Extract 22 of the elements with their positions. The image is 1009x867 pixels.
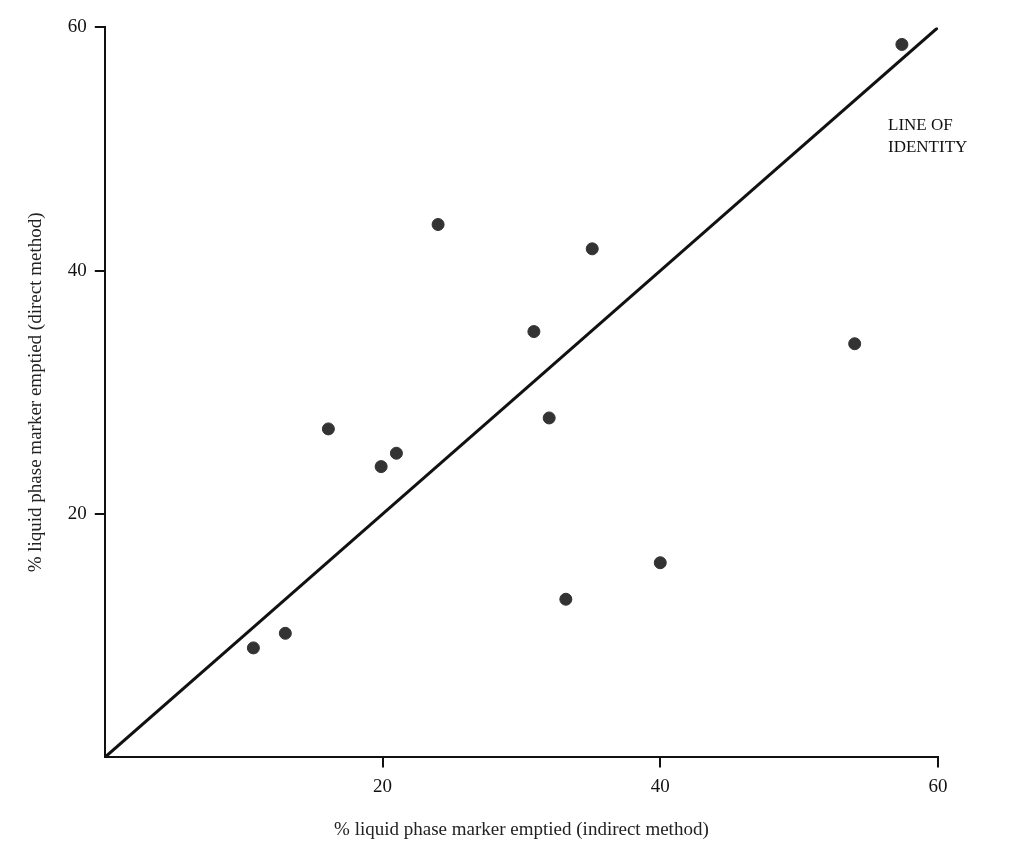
- point: [653, 556, 667, 570]
- x-tick-label: 20: [373, 774, 393, 796]
- point: [848, 337, 862, 351]
- point: [431, 218, 445, 231]
- y-tick-label: 40: [67, 258, 87, 280]
- y-tick-label: 20: [67, 502, 87, 524]
- point: [585, 242, 599, 256]
- annotation: LINE OF IDENTITY: [888, 114, 968, 156]
- y-tick-label: 60: [67, 15, 87, 37]
- point: [542, 411, 556, 425]
- point: [374, 460, 388, 474]
- point: [527, 325, 541, 339]
- x-axis-title: % liquid phase marker emptied (indirect method): [334, 817, 709, 840]
- y-axis-title: % liquid phase marker emptied (direct method): [24, 212, 47, 573]
- point: [278, 626, 292, 640]
- point: [321, 422, 335, 436]
- point: [389, 446, 403, 460]
- x-tick-label: 40: [650, 774, 670, 796]
- point: [559, 592, 573, 606]
- point: [895, 37, 909, 51]
- x-tick-label: 60: [928, 774, 948, 796]
- point: [246, 641, 260, 655]
